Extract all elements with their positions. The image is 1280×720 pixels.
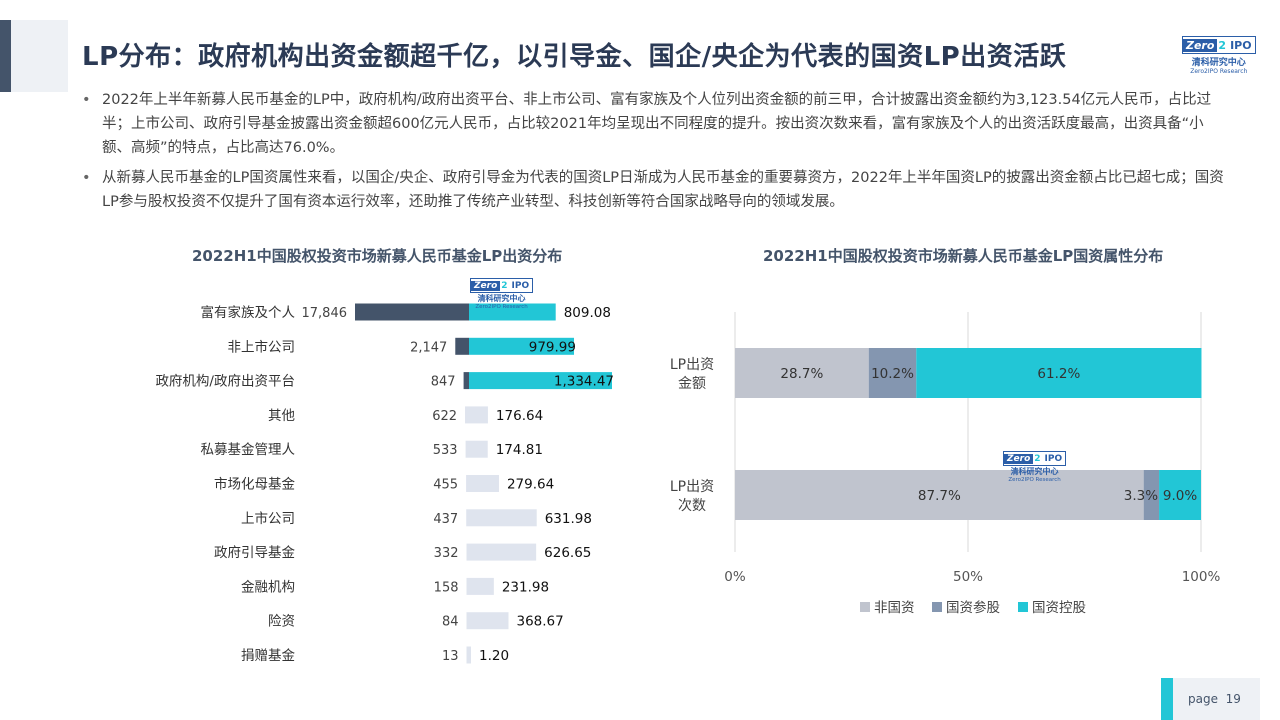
legend-swatch bbox=[1018, 602, 1028, 612]
amount-label: 174.81 bbox=[496, 442, 543, 458]
count-label: 2,147 bbox=[410, 340, 447, 355]
amount-bar bbox=[469, 509, 537, 527]
segment-label: 28.7% bbox=[780, 366, 823, 382]
count-bar bbox=[466, 612, 469, 630]
count-bar bbox=[355, 303, 469, 321]
right-chart-title: 2022H1中国股权投资市场新募人民币基金LP国资属性分布 bbox=[763, 247, 1164, 265]
amount-label: 1,334.47 bbox=[554, 374, 614, 390]
count-label: 17,846 bbox=[302, 306, 348, 321]
count-bar bbox=[463, 372, 469, 390]
amount-bar bbox=[469, 646, 471, 664]
zero2ipo-watermark: Zero 2 IPO 清科研究中心 Zero2IPO Research bbox=[470, 278, 534, 310]
count-label: 13 bbox=[442, 649, 459, 664]
category-label: 富有家族及个人 bbox=[201, 304, 296, 321]
segment-label: 61.2% bbox=[1037, 366, 1080, 382]
count-label: 332 bbox=[434, 546, 459, 561]
amount-label: 631.98 bbox=[545, 511, 592, 527]
stacked-segment bbox=[868, 348, 917, 398]
category-label: LP出资 bbox=[670, 479, 714, 495]
amount-label: 176.64 bbox=[496, 408, 543, 424]
count-bar bbox=[466, 646, 469, 664]
zero2ipo-watermark: Zero 2 IPO 清科研究中心 Zero2IPO Research bbox=[1003, 451, 1067, 483]
amount-bar bbox=[469, 337, 575, 355]
amount-label: 368.67 bbox=[517, 614, 564, 630]
category-label: 其他 bbox=[268, 408, 295, 424]
segment-label: 3.3% bbox=[1124, 488, 1158, 504]
page-accent-bar bbox=[1161, 678, 1173, 720]
amount-bar bbox=[469, 543, 537, 561]
amount-bar bbox=[469, 612, 509, 630]
segment-label: 9.0% bbox=[1163, 488, 1197, 504]
lp-distribution-chart: 富有家族及个人 17,846 809.08 非上市公司 2,147 979.99 政府机构/… bbox=[155, 303, 614, 664]
amount-label: 231.98 bbox=[502, 579, 549, 595]
category-label: 险资 bbox=[268, 614, 295, 630]
amount-bar bbox=[469, 440, 488, 458]
stacked-segment bbox=[1143, 470, 1160, 520]
count-bar bbox=[466, 543, 469, 561]
count-label: 158 bbox=[434, 580, 459, 595]
amount-bar bbox=[469, 303, 556, 321]
amount-label: 1.20 bbox=[479, 648, 509, 664]
category-label: 次数 bbox=[678, 498, 706, 514]
segment-label: 87.7% bbox=[918, 488, 961, 504]
count-label: 437 bbox=[433, 512, 458, 527]
amount-label: 979.99 bbox=[529, 339, 576, 355]
amount-label: 279.64 bbox=[507, 477, 554, 493]
page-footer bbox=[1173, 678, 1260, 720]
count-bar bbox=[465, 440, 469, 458]
segment-label: 10.2% bbox=[871, 366, 914, 382]
category-label: LP出资 bbox=[670, 357, 714, 373]
count-label: 622 bbox=[432, 409, 457, 424]
page-number: page 19 bbox=[1188, 692, 1241, 706]
category-label: 政府引导基金 bbox=[214, 544, 295, 561]
count-bar bbox=[466, 509, 469, 527]
category-label: 市场化母基金 bbox=[214, 476, 295, 493]
summary-bullets: 2022年上半年新募人民币基金的LP中，政府机构/政府出资平台、非上市公司、富有… bbox=[80, 88, 1230, 220]
stacked-segment bbox=[735, 348, 869, 398]
stacked-segment bbox=[916, 348, 1202, 398]
bullet-item: 2022年上半年新募人民币基金的LP中，政府机构/政府出资平台、非上市公司、富有… bbox=[80, 88, 1230, 160]
left-chart-title: 2022H1中国股权投资市场新募人民币基金LP出资分布 bbox=[192, 247, 563, 265]
amount-label: 626.65 bbox=[544, 545, 591, 561]
legend-swatch bbox=[932, 602, 942, 612]
amount-bar bbox=[469, 577, 494, 595]
category-label: 非上市公司 bbox=[228, 338, 296, 355]
category-label: 金额 bbox=[678, 376, 706, 392]
count-bar bbox=[455, 337, 469, 355]
page-title: LP分布：政府机构出资金额超千亿，以引导金、国企/央企为代表的国资LP出资活跃 bbox=[82, 42, 1067, 72]
category-label: 上市公司 bbox=[241, 510, 295, 527]
stacked-segment bbox=[1159, 470, 1201, 520]
corner-accent-bar bbox=[0, 20, 11, 92]
corner-decoration bbox=[0, 20, 68, 92]
legend-label: 非国资 bbox=[874, 600, 915, 616]
category-label: 私募基金管理人 bbox=[201, 441, 296, 458]
legend-swatch bbox=[860, 602, 870, 612]
x-tick-label: 0% bbox=[724, 569, 746, 585]
category-label: 金融机构 bbox=[241, 579, 295, 595]
legend-label: 国资参股 bbox=[946, 599, 1000, 616]
count-bar bbox=[466, 475, 469, 492]
legend-label: 国资控股 bbox=[1032, 600, 1086, 616]
count-label: 455 bbox=[433, 478, 458, 493]
category-label: 政府机构/政府出资平台 bbox=[155, 374, 295, 390]
stacked-segment bbox=[735, 470, 1144, 520]
count-label: 847 bbox=[431, 375, 456, 390]
bullet-item: 从新募人民币基金的LP国资属性来看，以国企/央企、政府引导金为代表的国资LP日渐… bbox=[80, 166, 1230, 214]
count-bar bbox=[466, 577, 469, 595]
count-bar bbox=[465, 406, 469, 424]
count-label: 84 bbox=[442, 615, 459, 630]
category-label: 捐赠基金 bbox=[241, 647, 295, 664]
count-label: 533 bbox=[433, 443, 458, 458]
zero2ipo-logo: Zero 2 IPO 清科研究中心 Zero2IPO Research bbox=[1182, 36, 1256, 75]
amount-label: 809.08 bbox=[564, 305, 611, 321]
amount-bar bbox=[469, 406, 488, 424]
amount-bar bbox=[469, 475, 499, 492]
x-tick-label: 100% bbox=[1182, 569, 1221, 585]
amount-bar bbox=[469, 372, 612, 390]
x-tick-label: 50% bbox=[953, 569, 983, 585]
